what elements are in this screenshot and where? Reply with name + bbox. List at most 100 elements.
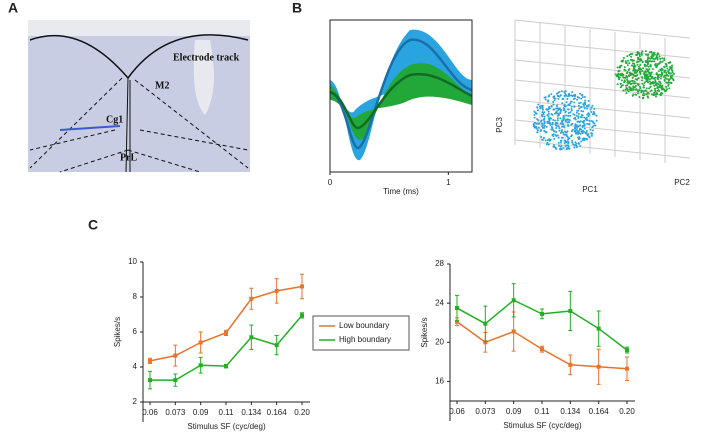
scatter-dot (565, 114, 568, 117)
scatter-dot (658, 80, 661, 83)
scatter-dot (586, 113, 589, 116)
scatter-dot (537, 103, 540, 106)
scatter-dot (645, 53, 648, 56)
scatter-dot (577, 115, 580, 118)
scatter-dot (545, 143, 548, 146)
scatter-dot (637, 57, 640, 60)
scatter-dot (649, 63, 652, 66)
scatter-dot (616, 83, 619, 86)
y-tick-label: 28 (435, 259, 444, 268)
point-marker (511, 298, 516, 303)
y-tick-label: 20 (435, 337, 444, 346)
scatter-dot (647, 75, 650, 78)
y-tick-label: 4 (133, 362, 138, 371)
scatter-dot (540, 122, 543, 125)
point-marker (148, 378, 152, 383)
scatter-dot (547, 99, 550, 102)
scatter-dot (663, 71, 666, 74)
x-tick-label: 0.134 (241, 408, 262, 417)
panel-label: B (292, 0, 302, 16)
scatter-dot (550, 125, 553, 128)
scatter-dot (626, 55, 629, 58)
scatter-dot (562, 118, 565, 121)
scatter-dot (665, 88, 668, 91)
scatter-dot (547, 122, 550, 125)
scatter-dot (634, 65, 637, 68)
scatter-dot (579, 116, 582, 119)
scatter-dot (654, 89, 657, 92)
scatter-dot (661, 92, 664, 95)
scatter-dot (582, 121, 585, 124)
scatter-dot (576, 109, 579, 112)
scatter-dot (584, 99, 587, 102)
scatter-dot (578, 107, 581, 110)
scatter-dot (533, 121, 536, 124)
point-marker (625, 348, 629, 353)
scatter-dot (619, 72, 622, 75)
scatter-dot (634, 71, 637, 74)
region-label: M2 (155, 80, 169, 91)
scatter-dot (638, 55, 641, 58)
scatter-dot (539, 107, 542, 110)
scatter-dot (551, 121, 554, 124)
scatter-dot (625, 74, 628, 77)
scatter-dot (577, 104, 580, 107)
scatter-dot (668, 81, 671, 84)
scatter-dot (628, 81, 631, 84)
scatter-dot (575, 111, 578, 114)
scatter-dot (656, 78, 659, 81)
point-marker (274, 288, 279, 293)
scatter-dot (649, 90, 652, 93)
scatter-dot (532, 123, 535, 126)
scatter-dot (631, 62, 634, 65)
scatter-dot (553, 137, 556, 140)
scatter-dot (576, 98, 579, 101)
scatter-dot (578, 128, 581, 131)
scatter-dot (587, 115, 590, 118)
scatter-dot (556, 119, 559, 122)
scatter-dot (569, 102, 572, 105)
series-line (150, 314, 303, 381)
scatter-dot (562, 107, 565, 110)
scatter-dot (650, 50, 653, 53)
scatter-dot (631, 89, 634, 92)
point-marker (483, 340, 488, 345)
scatter-dot (567, 136, 570, 139)
scatter-dot (667, 83, 670, 86)
scatter-dot (560, 125, 563, 128)
scatter-dot (577, 125, 580, 128)
scatter-dot (657, 86, 660, 89)
scatter-dot (653, 53, 656, 56)
scatter-dot (550, 128, 553, 131)
scatter-dot (593, 107, 596, 110)
scatter-dot (546, 141, 549, 144)
scatter-dot (653, 84, 656, 87)
scatter-dot (551, 133, 554, 136)
scatter-dot (663, 57, 666, 60)
scatter-dot (636, 50, 639, 53)
scatter-dot (588, 136, 591, 139)
scatter-dot (643, 94, 646, 97)
scatter-dot (552, 95, 555, 98)
scatter-dot (668, 87, 671, 90)
scatter-dot (656, 63, 659, 66)
y-axis-label: Spikes/s (113, 317, 122, 347)
y-tick-label: 10 (128, 257, 137, 266)
scatter-dot (625, 92, 628, 95)
scatter-dot (630, 55, 633, 58)
scatter-dot (550, 117, 553, 120)
scatter-dot (656, 58, 659, 61)
scatter-dot (663, 59, 666, 62)
scatter-dot (649, 78, 652, 81)
scatter-dot (582, 110, 585, 113)
scatter-dot (540, 104, 543, 107)
scatter-dot (551, 113, 554, 116)
scatter-dot (556, 107, 559, 110)
scatter-dot (647, 53, 650, 56)
scatter-dot (595, 119, 598, 122)
scatter-dot (644, 63, 647, 66)
scatter-dot (577, 116, 580, 119)
x-tick-label: 0.11 (219, 408, 235, 417)
scatter-dot (559, 132, 562, 135)
scatter-dot (652, 54, 655, 57)
